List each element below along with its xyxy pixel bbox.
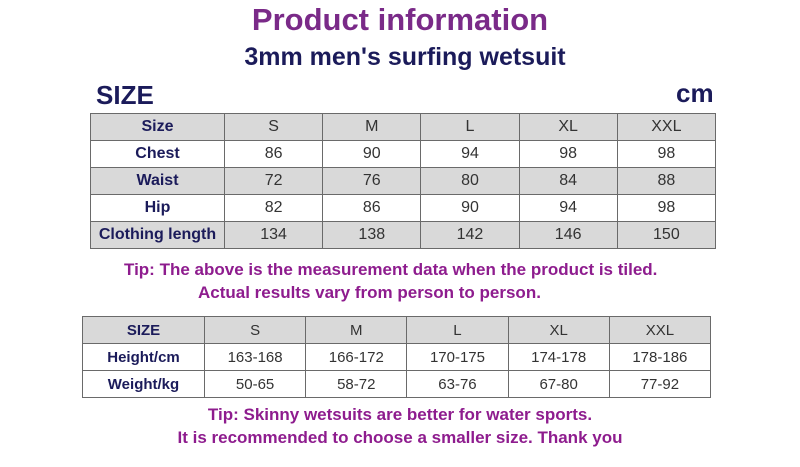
table-cell: 174-178 <box>507 343 610 371</box>
table-cell: XL <box>518 113 618 141</box>
table-row: Size S M L XL XXL <box>90 113 717 141</box>
table-cell: XXL <box>608 316 712 344</box>
table-cell: M <box>322 113 422 141</box>
table-row: Clothing length 134 138 142 146 150 <box>90 221 717 249</box>
table-cell: S <box>203 316 307 344</box>
table-cell: 58-72 <box>305 370 408 398</box>
measurement-table: Size S M L XL XXL Chest 86 90 94 98 98 Waist 72 76 80 84… <box>90 113 717 249</box>
table-cell: 63-76 <box>406 370 509 398</box>
row-header: Size <box>90 113 225 141</box>
table-cell: 80 <box>420 167 520 195</box>
table-cell: 98 <box>518 140 618 168</box>
row-header: Hip <box>90 194 225 222</box>
table-cell: 142 <box>420 221 520 249</box>
table-cell: M <box>305 316 408 344</box>
table-cell: 146 <box>518 221 618 249</box>
table-cell: 84 <box>518 167 618 195</box>
row-header: Waist <box>90 167 225 195</box>
table-cell: 50-65 <box>203 370 307 398</box>
table-cell: 82 <box>223 194 324 222</box>
table-cell: 94 <box>420 140 520 168</box>
table-row: Weight/kg 50-65 58-72 63-76 67-80 77-92 <box>82 370 712 398</box>
tip-line: It is recommended to choose a smaller si… <box>177 428 623 447</box>
title: Product information <box>251 2 549 37</box>
table-row: Waist 72 76 80 84 88 <box>90 167 717 195</box>
table-row: Hip 82 86 90 94 98 <box>90 194 717 222</box>
table-cell: 94 <box>518 194 618 222</box>
table-cell: 150 <box>616 221 717 249</box>
unit-label: cm <box>676 78 714 108</box>
table-cell: 98 <box>616 194 717 222</box>
subtitle: 3mm men's surfing wetsuit <box>244 43 566 71</box>
table-cell: L <box>420 113 520 141</box>
table-cell: 178-186 <box>608 343 712 371</box>
row-header: Weight/kg <box>82 370 205 398</box>
table-cell: 134 <box>223 221 324 249</box>
table-cell: 98 <box>616 140 717 168</box>
table-cell: XL <box>507 316 610 344</box>
table-cell: 163-168 <box>203 343 307 371</box>
table-cell: 138 <box>322 221 422 249</box>
table-cell: XXL <box>616 113 717 141</box>
table-cell: 86 <box>223 140 324 168</box>
table-cell: 77-92 <box>608 370 712 398</box>
table-row: Chest 86 90 94 98 98 <box>90 140 717 168</box>
table-cell: 90 <box>322 140 422 168</box>
table-row: Height/cm 163-168 166-172 170-175 174-178 178… <box>82 343 712 371</box>
row-header: SIZE <box>82 316 205 344</box>
row-header: Chest <box>90 140 225 168</box>
table-cell: 166-172 <box>305 343 408 371</box>
table-cell: 72 <box>223 167 324 195</box>
table-row: SIZE S M L XL XXL <box>82 316 712 344</box>
height-weight-table: SIZE S M L XL XXL Height/cm 163-168 166-172 170-1… <box>82 316 712 398</box>
table-cell: 170-175 <box>406 343 509 371</box>
table-cell: 76 <box>322 167 422 195</box>
table-cell: L <box>406 316 509 344</box>
table-cell: 67-80 <box>507 370 610 398</box>
tip-line: Tip: Skinny wetsuits are better for wate… <box>207 405 593 424</box>
size-label: SIZE <box>96 80 154 110</box>
row-header: Height/cm <box>82 343 205 371</box>
tip-line: Tip: The above is the measurement data w… <box>124 260 658 279</box>
table-cell: S <box>223 113 324 141</box>
tip-line: Actual results vary from person to perso… <box>198 283 541 302</box>
table-cell: 88 <box>616 167 717 195</box>
table-cell: 90 <box>420 194 520 222</box>
table-cell: 86 <box>322 194 422 222</box>
row-header: Clothing length <box>90 221 225 249</box>
